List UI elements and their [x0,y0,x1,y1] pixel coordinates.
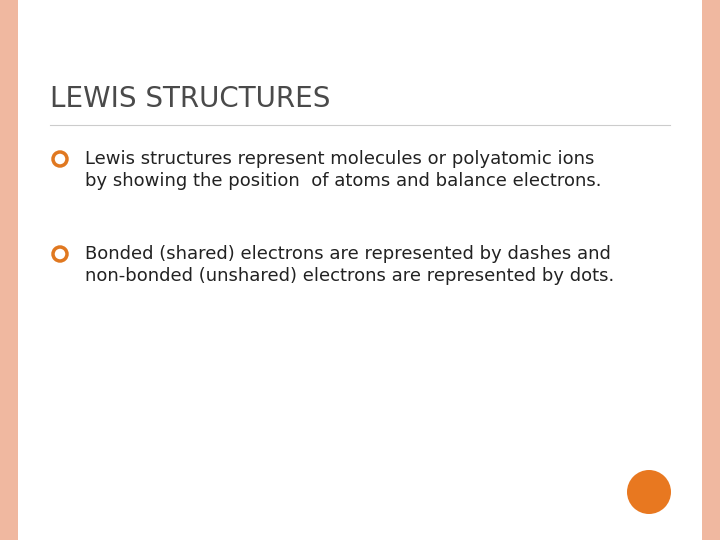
Text: Lewis structures represent molecules or polyatomic ions: Lewis structures represent molecules or … [85,150,595,168]
Text: LEWIS STRUCTURES: LEWIS STRUCTURES [50,85,330,113]
Bar [702,0,720,540]
Text: Bonded (shared) electrons are represented by dashes and: Bonded (shared) electrons are represente… [85,245,611,263]
Circle shape [627,470,671,514]
Bar [0,0,18,540]
Text: non-bonded (unshared) electrons are represented by dots.: non-bonded (unshared) electrons are repr… [85,267,614,285]
Text: by showing the position  of atoms and balance electrons.: by showing the position of atoms and bal… [85,172,601,190]
